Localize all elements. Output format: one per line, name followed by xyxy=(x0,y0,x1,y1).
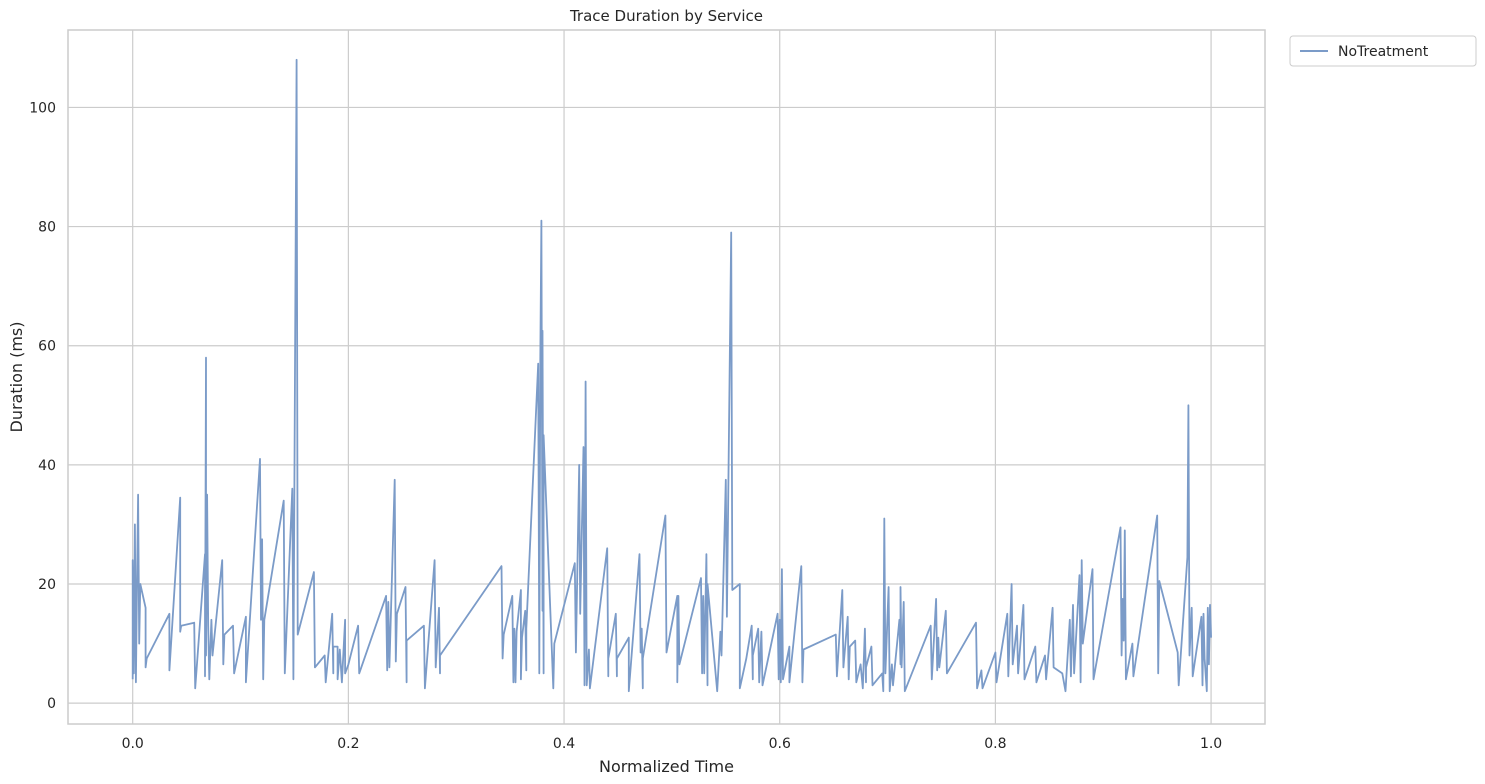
y-tick-label: 60 xyxy=(38,339,56,355)
plot-frame xyxy=(67,29,1266,725)
y-tick-label: 20 xyxy=(38,577,56,593)
legend-box xyxy=(1289,35,1477,67)
y-tick-label: 0 xyxy=(47,696,56,712)
x-tick-labels: 0.0 0.2 0.4 0.6 0.8 1.0 xyxy=(122,736,1223,752)
y-tick-labels: 0 20 40 60 80 100 xyxy=(29,100,56,712)
y-tick-label: 100 xyxy=(29,100,56,116)
y-axis-title: Duration (ms) xyxy=(7,322,26,433)
y-tick-label: 80 xyxy=(38,220,56,236)
y-tick-label: 40 xyxy=(38,458,56,474)
x-tick-label: 1.0 xyxy=(1200,736,1222,752)
x-axis-title: Normalized Time xyxy=(599,757,734,776)
series-layer xyxy=(131,58,1212,693)
grid-layer xyxy=(68,30,1265,724)
x-tick-label: 0.4 xyxy=(553,736,575,752)
x-tick-label: 0.0 xyxy=(122,736,144,752)
legend: NoTreatment xyxy=(1289,35,1477,67)
x-tick-label: 0.6 xyxy=(769,736,791,752)
series-line-notreatment xyxy=(131,58,1212,693)
x-tick-label: 0.2 xyxy=(337,736,359,752)
x-tick-label: 0.8 xyxy=(984,736,1006,752)
legend-label-notreatment: NoTreatment xyxy=(1338,44,1429,60)
chart-title: Trace Duration by Service xyxy=(569,7,763,25)
